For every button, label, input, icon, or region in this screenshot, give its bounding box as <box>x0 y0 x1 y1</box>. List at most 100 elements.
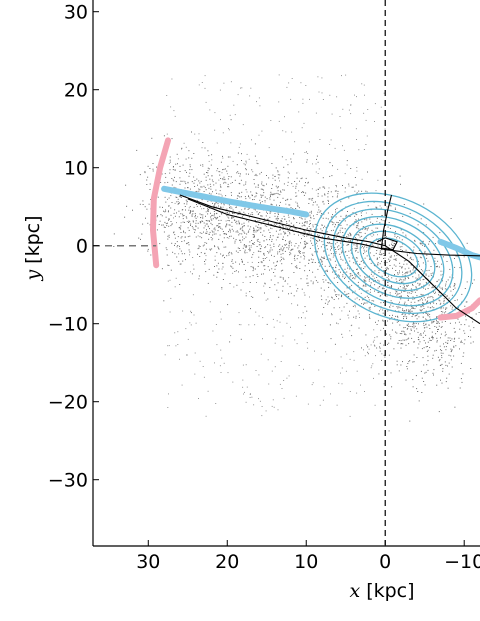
particle-point <box>388 354 390 356</box>
particle-point <box>226 173 228 175</box>
particle-point <box>227 186 229 188</box>
particle-point <box>176 241 178 243</box>
particle-point <box>394 235 396 237</box>
particle-point <box>316 239 318 241</box>
particle-point <box>411 316 413 317</box>
particle-point <box>351 284 353 286</box>
particle-point <box>397 287 399 289</box>
particle-point <box>369 252 371 254</box>
particle-point <box>228 231 229 233</box>
particle-point <box>356 297 358 299</box>
particle-point <box>451 294 453 296</box>
particle-point <box>438 328 439 330</box>
particle-point <box>419 341 421 343</box>
particle-point <box>233 104 235 106</box>
particle-point <box>460 324 462 326</box>
particle-point <box>422 270 424 272</box>
particle-point <box>282 236 284 238</box>
particle-point <box>248 213 250 215</box>
particle-point <box>403 327 405 329</box>
particle-point <box>290 227 292 229</box>
particle-point <box>341 310 343 312</box>
particle-point <box>307 234 309 236</box>
particle-point <box>198 278 200 280</box>
particle-point <box>300 278 302 280</box>
particle-point <box>302 234 304 236</box>
particle-point <box>263 254 265 256</box>
particle-point <box>257 184 259 186</box>
particle-point <box>349 233 351 235</box>
particle-point <box>442 307 444 309</box>
particle-point <box>279 251 281 253</box>
particle-point <box>282 238 283 240</box>
particle-point <box>312 197 314 199</box>
particle-point <box>233 213 235 214</box>
particle-point <box>237 195 239 197</box>
particle-point <box>434 260 436 262</box>
particle-point <box>136 149 138 151</box>
particle-point <box>271 249 273 251</box>
particle-point <box>308 232 310 234</box>
particle-point <box>225 233 227 235</box>
orbit-path <box>179 194 480 325</box>
x-tick-label: 30 <box>136 551 160 573</box>
particle-point <box>330 245 332 247</box>
particle-point <box>400 249 402 250</box>
particle-point <box>293 233 295 235</box>
particle-point <box>257 276 259 277</box>
particle-point <box>315 163 317 165</box>
particle-point <box>181 209 183 211</box>
particle-point <box>176 246 178 248</box>
particle-point <box>207 175 209 177</box>
particle-point <box>287 185 289 186</box>
particle-point <box>470 368 472 369</box>
particle-point <box>213 208 215 209</box>
particle-point <box>286 223 288 224</box>
particle-point <box>192 213 194 215</box>
particle-point <box>280 220 282 221</box>
particle-point <box>205 223 207 225</box>
particle-point <box>411 307 413 309</box>
particle-point <box>245 295 247 297</box>
particle-point <box>252 214 254 216</box>
particle-point <box>174 115 176 117</box>
particle-point <box>406 271 408 273</box>
particle-point <box>329 144 331 145</box>
particle-point <box>354 215 356 217</box>
particle-point <box>248 196 250 198</box>
particle-point <box>447 337 449 339</box>
particle-point <box>405 288 407 290</box>
particle-point <box>403 310 405 312</box>
particle-point <box>253 236 255 238</box>
particle-point <box>248 324 250 326</box>
particle-point <box>464 288 466 289</box>
particle-point <box>170 214 172 216</box>
particle-point <box>210 216 211 218</box>
particle-point <box>426 301 428 303</box>
particle-point <box>204 225 206 227</box>
particle-point <box>328 203 329 204</box>
particle-point <box>311 199 313 201</box>
particle-point <box>283 215 285 217</box>
particle-point <box>159 206 161 208</box>
particle-point <box>371 243 373 245</box>
particle-point <box>413 322 414 324</box>
particle-point <box>215 233 217 235</box>
particle-point <box>205 220 207 221</box>
particle-point <box>366 344 368 346</box>
particle-point <box>282 250 284 252</box>
particle-point <box>407 309 409 311</box>
particle-point <box>183 142 185 144</box>
particle-point <box>189 166 191 168</box>
particle-point <box>350 235 352 237</box>
particle-point <box>409 360 411 362</box>
particle-point <box>405 310 407 312</box>
particle-point <box>314 276 316 278</box>
particle-point <box>195 322 197 324</box>
particle-point <box>408 361 410 363</box>
particle-point <box>296 172 298 174</box>
particle-point <box>291 244 292 246</box>
particle-point <box>271 224 273 225</box>
particle-point <box>353 244 355 246</box>
